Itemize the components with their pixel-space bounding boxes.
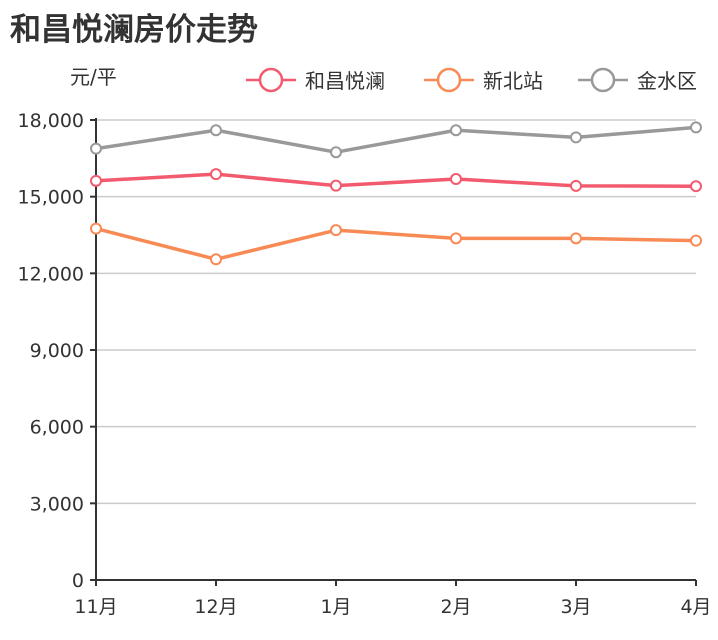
y-tick-label: 6,000 [30,417,84,439]
data-point [330,179,342,192]
legend-marker-icon [258,67,284,93]
y-axis-label: 元/平 [70,65,117,89]
data-point [450,173,462,186]
y-tick-label: 12,000 [18,263,84,285]
series-line-3 [95,125,697,154]
data-point [90,222,102,235]
data-point [330,224,342,237]
x-tick-label: 4月 [680,596,711,618]
data-point [210,124,222,137]
legend-marker-icon [590,67,616,93]
x-tick-label: 11月 [74,596,117,618]
legend-label: 新北站 [483,69,543,93]
legend-label: 和昌悦澜 [305,69,385,93]
y-tick-label: 15,000 [18,187,84,209]
chart-title: 和昌悦澜房价走势 [10,12,258,48]
data-point [690,234,702,247]
data-point [450,124,462,137]
y-tick-label: 0 [72,570,84,592]
legend-label: 金水区 [637,69,697,93]
y-tick-label: 18,000 [18,110,84,132]
series-line-1 [95,172,697,188]
data-point [330,146,342,159]
data-point [90,142,102,155]
x-tick-label: 12月 [194,596,237,618]
data-point [450,232,462,245]
data-point [570,179,582,192]
data-point [570,232,582,245]
data-point [210,253,222,266]
data-point [690,121,702,134]
data-point [90,174,102,187]
data-point [570,131,582,144]
legend-marker-icon [436,67,462,93]
data-point [690,180,702,193]
x-tick-label: 2月 [440,596,471,618]
x-tick-label: 3月 [560,596,591,618]
series-line-2 [95,226,697,262]
data-point [210,168,222,181]
y-tick-label: 9,000 [30,340,84,362]
x-tick-label: 1月 [320,596,351,618]
y-tick-label: 3,000 [30,493,84,515]
